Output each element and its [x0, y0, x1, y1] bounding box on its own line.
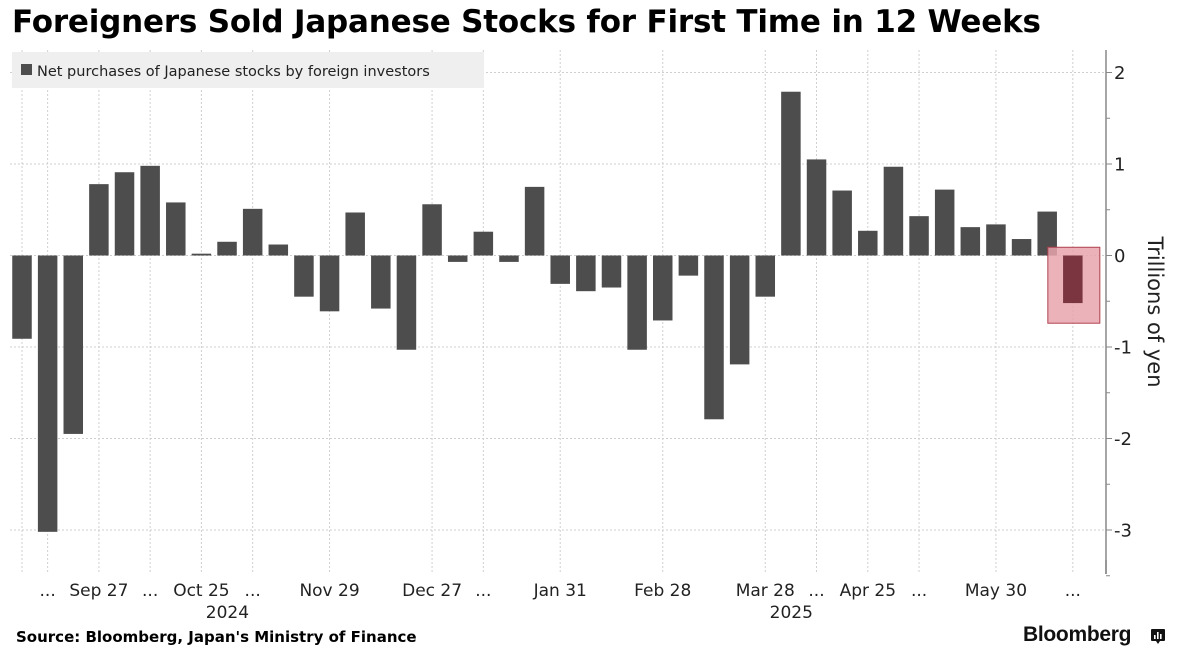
bar [191, 253, 212, 256]
bar [704, 255, 724, 420]
bar [1037, 211, 1057, 256]
x-tick-label: May 30 [965, 581, 1027, 601]
bar [166, 202, 186, 256]
bar [268, 244, 289, 256]
bar [242, 208, 263, 256]
bar [934, 189, 955, 256]
legend-background [12, 52, 484, 88]
source-note: Source: Bloomberg, Japan's Ministry of F… [16, 628, 417, 646]
x-year-label: 2024 [206, 603, 249, 623]
bar [371, 255, 391, 309]
x-tick-label: ... [475, 581, 491, 601]
x-tick-label: Feb 28 [634, 581, 691, 601]
y-tick-label: -1 [1114, 338, 1132, 359]
bar [883, 166, 904, 256]
x-tick-label: Apr 25 [840, 581, 896, 601]
bar [473, 231, 494, 256]
x-tick-label: Mar 28 [736, 581, 795, 601]
bloomberg-logo: Bloomberg [1023, 623, 1132, 646]
x-tick-label: Sep 27 [69, 581, 128, 601]
bar [524, 186, 545, 256]
y-tick-label: 1 [1114, 155, 1125, 176]
y-tick-label: -2 [1114, 429, 1132, 450]
bar [217, 241, 237, 256]
bar [447, 255, 468, 262]
bar [1011, 239, 1032, 256]
x-tick-label: Oct 25 [173, 581, 229, 601]
x-tick-label: ... [808, 581, 824, 601]
bar [729, 255, 750, 365]
x-tick-label: ... [245, 581, 261, 601]
bar [960, 227, 981, 256]
bar [396, 255, 417, 350]
bar [319, 255, 340, 312]
y-tick-label: 2 [1114, 63, 1125, 84]
y-axis: 2 1 0 -1 -2 -3 [1105, 50, 1132, 577]
x-tick-label: Dec 27 [402, 581, 462, 601]
bar [601, 255, 622, 288]
bar [63, 255, 84, 434]
bar [294, 255, 314, 297]
bar [1063, 255, 1083, 304]
y-tick-label: -3 [1114, 521, 1132, 542]
bar [499, 255, 519, 262]
x-tick-label: Jan 31 [533, 581, 587, 601]
bar [550, 255, 570, 284]
x-tick-label: ... [40, 581, 56, 601]
bar [832, 190, 852, 256]
x-tick-label: ... [1065, 581, 1081, 601]
bar [89, 184, 109, 256]
bar [653, 255, 673, 321]
bar [422, 204, 442, 256]
legend: Net purchases of Japanese stocks by fore… [12, 52, 484, 88]
bar [755, 255, 776, 297]
bar [986, 224, 1006, 256]
bar [140, 165, 160, 256]
x-axis-labels: ... Sep 27... Oct 25... Nov 29 Dec 27... Jan … [40, 581, 1081, 623]
bar [37, 255, 58, 532]
x-tick-label: Nov 29 [299, 581, 359, 601]
legend-label: Net purchases of Japanese stocks by fore… [37, 64, 430, 80]
bar [806, 159, 827, 256]
y-axis-title: Trillions of yen [1143, 235, 1167, 387]
legend-swatch [21, 64, 32, 75]
bar [12, 255, 32, 339]
bar [858, 230, 878, 256]
grid-layer [10, 50, 1106, 574]
bar [678, 255, 699, 276]
bar [909, 216, 929, 256]
x-year-label: 2025 [770, 603, 813, 623]
bar [781, 91, 801, 256]
chart-title: Foreigners Sold Japanese Stocks for Firs… [12, 4, 1041, 40]
highlight-layer [1047, 246, 1101, 324]
x-tick-label: ... [911, 581, 927, 601]
bloomberg-chart-icon [1151, 629, 1165, 644]
bar [345, 212, 365, 256]
bar [576, 255, 596, 292]
bars-layer [12, 91, 1057, 532]
y-tick-label: 0 [1114, 246, 1125, 267]
bar [627, 255, 647, 350]
bar [114, 172, 135, 256]
x-tick-label: ... [142, 581, 158, 601]
